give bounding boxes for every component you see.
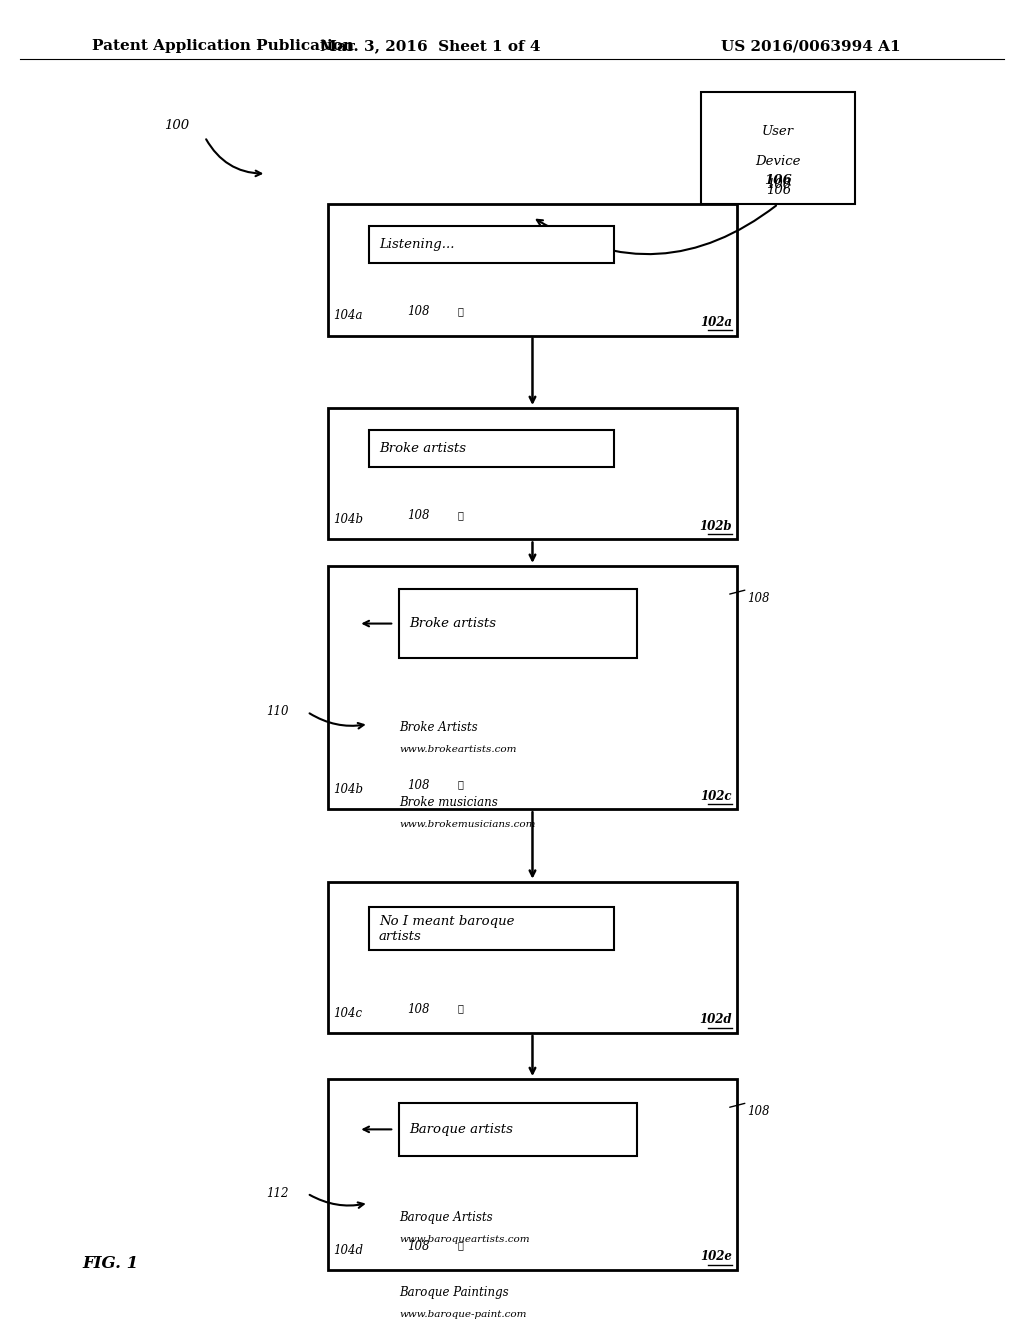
Text: User: User [762, 125, 795, 137]
Text: 108: 108 [748, 1105, 770, 1118]
Text: 108: 108 [408, 1239, 430, 1253]
Text: 110: 110 [266, 705, 289, 718]
Text: Baroque artists: Baroque artists [410, 1123, 513, 1137]
Text: www.brokemusicians.com: www.brokemusicians.com [399, 820, 536, 829]
Text: 🎤: 🎤 [458, 510, 464, 520]
Text: 🎤: 🎤 [458, 1239, 464, 1250]
Text: www.baroque-paint.com: www.baroque-paint.com [399, 1309, 527, 1319]
Text: 112: 112 [266, 1187, 289, 1200]
FancyBboxPatch shape [328, 882, 737, 1034]
Text: www.brokeartists.com: www.brokeartists.com [399, 744, 517, 754]
Text: 104a: 104a [333, 309, 362, 322]
Text: 100: 100 [164, 119, 189, 132]
FancyBboxPatch shape [328, 205, 737, 335]
Text: 108: 108 [408, 510, 430, 523]
Text: Baroque Artists: Baroque Artists [399, 1210, 493, 1224]
Text: 104b: 104b [333, 513, 362, 527]
Text: Broke Artists: Broke Artists [399, 722, 478, 734]
Text: No I meant baroque
artists: No I meant baroque artists [379, 915, 514, 942]
Text: 🎤: 🎤 [458, 306, 464, 315]
Text: Device: Device [756, 154, 801, 168]
FancyBboxPatch shape [369, 907, 614, 949]
Text: Broke artists: Broke artists [410, 616, 497, 630]
Text: Patent Application Publication: Patent Application Publication [92, 40, 354, 53]
Text: 102a: 102a [700, 315, 732, 329]
FancyBboxPatch shape [369, 226, 614, 263]
Text: 102c: 102c [700, 789, 732, 803]
FancyBboxPatch shape [328, 1078, 737, 1270]
Text: Mar. 3, 2016  Sheet 1 of 4: Mar. 3, 2016 Sheet 1 of 4 [319, 40, 541, 53]
FancyBboxPatch shape [369, 430, 614, 467]
Text: 106: 106 [764, 174, 793, 187]
Text: 🎤: 🎤 [458, 780, 464, 789]
Text: Baroque Paintings: Baroque Paintings [399, 1286, 509, 1299]
Text: www.baroqueartists.com: www.baroqueartists.com [399, 1234, 530, 1243]
Text: FIG. 1: FIG. 1 [82, 1255, 138, 1271]
Text: Listening...: Listening... [379, 238, 455, 251]
Text: 102b: 102b [699, 520, 732, 533]
FancyBboxPatch shape [399, 590, 637, 657]
Text: US 2016/0063994 A1: US 2016/0063994 A1 [722, 40, 901, 53]
Text: 108: 108 [408, 1003, 430, 1015]
Text: 102e: 102e [700, 1250, 732, 1263]
Text: 🎤: 🎤 [458, 1003, 464, 1014]
Text: 104c: 104c [333, 1007, 361, 1019]
Text: 106: 106 [766, 178, 791, 191]
Text: 108: 108 [748, 593, 770, 605]
FancyBboxPatch shape [701, 92, 855, 205]
FancyBboxPatch shape [399, 1102, 637, 1156]
Text: Broke artists: Broke artists [379, 442, 466, 455]
FancyBboxPatch shape [328, 408, 737, 540]
Text: 106: 106 [766, 183, 791, 197]
Text: 108: 108 [408, 779, 430, 792]
Text: 104b: 104b [333, 783, 362, 796]
Text: Broke musicians: Broke musicians [399, 796, 498, 809]
FancyBboxPatch shape [328, 566, 737, 809]
Text: 104d: 104d [333, 1243, 362, 1257]
Text: 108: 108 [408, 305, 430, 318]
Text: 102d: 102d [699, 1014, 732, 1027]
